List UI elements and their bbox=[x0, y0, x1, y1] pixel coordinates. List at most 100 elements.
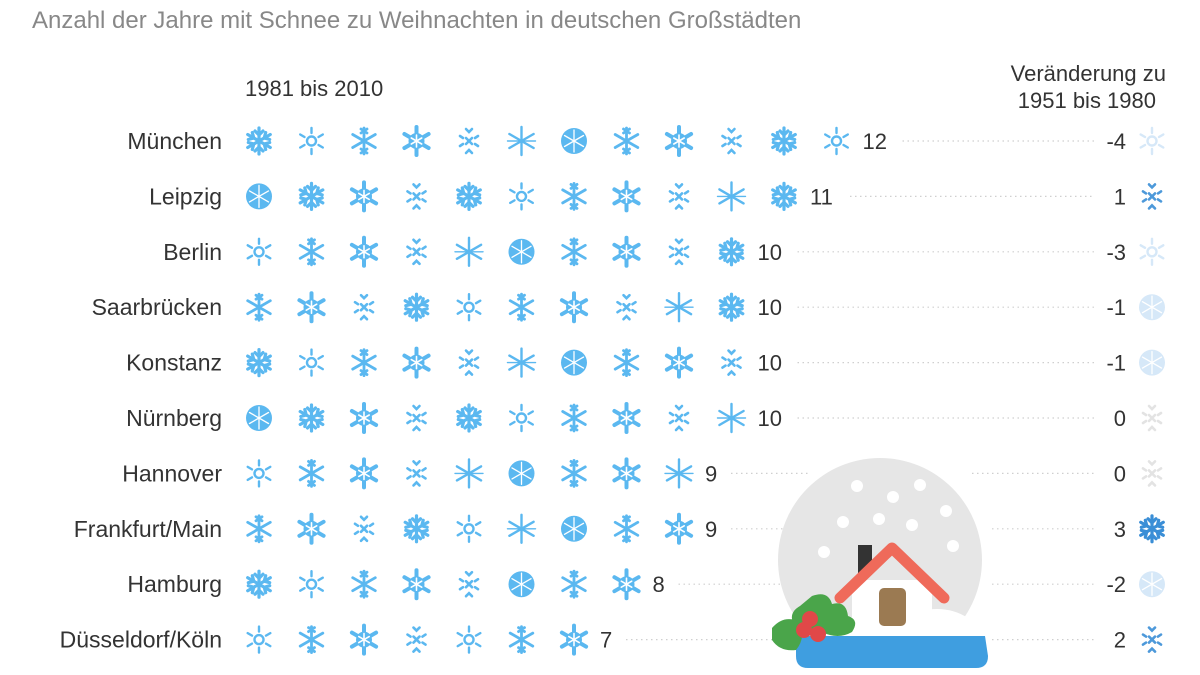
year-count-label: 10 bbox=[758, 295, 782, 320]
snowflake-icon bbox=[298, 181, 325, 211]
snowflake-icon bbox=[824, 126, 849, 156]
change-value-label: -4 bbox=[1106, 129, 1126, 154]
snowflake-icon bbox=[406, 404, 427, 432]
city-label: Frankfurt/Main bbox=[74, 516, 222, 542]
snow-globe-house-icon bbox=[772, 458, 988, 668]
city-label: Hannover bbox=[122, 460, 222, 486]
change-snowflake-icon bbox=[1138, 293, 1166, 321]
snowflake-icon bbox=[298, 237, 325, 267]
snowflake-icon bbox=[561, 403, 587, 433]
snowflake-icon bbox=[716, 181, 747, 212]
snowflake-icon bbox=[613, 126, 640, 156]
snowflake-icon bbox=[406, 460, 427, 487]
snowflake-icon bbox=[612, 235, 641, 268]
snowflake-icon bbox=[402, 568, 431, 601]
snowflake-icon bbox=[506, 347, 537, 378]
snowflake-icon bbox=[560, 515, 588, 543]
snowflake-icon bbox=[612, 457, 641, 490]
snowflake-icon bbox=[246, 126, 272, 156]
year-count-label: 9 bbox=[705, 461, 717, 486]
snowflake-icon bbox=[560, 127, 588, 155]
snowflake-icon bbox=[716, 402, 747, 434]
snowflake-icon bbox=[721, 349, 742, 376]
snowflake-icon bbox=[297, 512, 326, 545]
snowflake-icon bbox=[718, 292, 745, 322]
snowflake-icon bbox=[353, 515, 375, 543]
chart-row: Düsseldorf/Köln 7 2 bbox=[60, 623, 1163, 656]
change-snowflake-icon bbox=[1141, 460, 1163, 487]
snowflake-icon bbox=[403, 292, 430, 322]
snowflake-icon bbox=[456, 625, 482, 654]
snowflake-icon bbox=[406, 238, 427, 266]
chart-rows: München 12 -4 Leipzig 11 1 Berlin 10 -3 Saarbrück… bbox=[60, 125, 1166, 656]
snowflake-icon bbox=[349, 180, 379, 213]
change-value-label: -1 bbox=[1106, 295, 1126, 320]
snowflake-icon bbox=[246, 625, 272, 654]
snowflake-icon bbox=[245, 404, 273, 432]
change-value-label: 2 bbox=[1114, 628, 1126, 653]
change-snowflake-icon bbox=[1141, 626, 1163, 653]
chart-row: Leipzig 11 1 bbox=[149, 180, 1163, 213]
year-count-label: 7 bbox=[600, 628, 612, 653]
snowflake-icon bbox=[721, 127, 742, 155]
snowflake-icon bbox=[298, 458, 325, 488]
chart-row: Saarbrücken 10 -1 bbox=[92, 291, 1166, 324]
snowflake-icon bbox=[458, 349, 480, 376]
change-snowflake-icon bbox=[1139, 237, 1165, 266]
snowflake-icon bbox=[507, 570, 536, 598]
snowflake-icon bbox=[349, 235, 379, 268]
snowflake-icon bbox=[453, 458, 485, 489]
snowflake-icon bbox=[456, 403, 482, 433]
snowflake-icon bbox=[246, 292, 272, 322]
city-label: Konstanz bbox=[126, 350, 222, 376]
snowflake-icon bbox=[663, 292, 695, 323]
snowflake-icon bbox=[771, 181, 797, 211]
snowflake-icon bbox=[613, 348, 640, 378]
snowflake-icon bbox=[246, 348, 272, 378]
year-count-label: 10 bbox=[758, 240, 782, 265]
snowflake-icon bbox=[561, 181, 587, 211]
snowflake-icon bbox=[561, 458, 587, 488]
chart-title: Anzahl der Jahre mit Schnee zu Weihnacht… bbox=[32, 7, 801, 34]
snowflake-icon bbox=[507, 238, 536, 266]
snowflake-icon bbox=[664, 346, 694, 379]
change-snowflake-icon bbox=[1141, 404, 1163, 432]
snowflake-icon bbox=[561, 237, 587, 267]
snowflake-icon bbox=[349, 457, 379, 490]
change-value-label: 0 bbox=[1114, 406, 1126, 431]
city-label: Saarbrücken bbox=[92, 294, 222, 320]
snowflake-icon bbox=[351, 126, 377, 156]
year-count-label: 10 bbox=[758, 351, 782, 376]
snowflake-icon bbox=[506, 513, 537, 544]
snowflake-icon bbox=[351, 569, 377, 599]
chart-row: Berlin 10 -3 bbox=[163, 235, 1165, 268]
snowflake-icon bbox=[246, 514, 272, 544]
year-count-label: 11 bbox=[810, 184, 833, 209]
chart-row: München 12 -4 bbox=[127, 125, 1165, 157]
snowflake-icon bbox=[246, 237, 272, 266]
snowflake-icon bbox=[668, 238, 690, 266]
snowflake-icon bbox=[458, 127, 480, 155]
city-label: Düsseldorf/Köln bbox=[60, 627, 222, 653]
year-count-label: 9 bbox=[705, 517, 717, 542]
snowflake-icon bbox=[299, 348, 324, 377]
snowflake-icon bbox=[506, 125, 537, 157]
snowflake-icon bbox=[559, 623, 589, 656]
chart-row: Hamburg 8 -2 bbox=[127, 568, 1166, 601]
change-snowflake-icon bbox=[1138, 570, 1166, 598]
snowflake-icon bbox=[246, 459, 272, 488]
snowflake-icon bbox=[718, 237, 745, 267]
snowflake-icon bbox=[245, 182, 273, 211]
snowflake-icon bbox=[298, 403, 325, 433]
snowflake-icon bbox=[406, 626, 427, 653]
snowflake-icon bbox=[349, 623, 379, 656]
snowflake-icon bbox=[560, 348, 588, 377]
chart-row: Konstanz 10 -1 bbox=[126, 346, 1166, 379]
city-label: Hamburg bbox=[127, 571, 222, 597]
chart-row: Hannover 9 0 bbox=[122, 457, 1163, 490]
snowflake-icon bbox=[349, 402, 379, 434]
snowflake-icon bbox=[508, 292, 535, 322]
snowflake-icon bbox=[299, 126, 324, 156]
snowflake-icon bbox=[458, 570, 480, 598]
snowflake-icon bbox=[613, 514, 640, 544]
